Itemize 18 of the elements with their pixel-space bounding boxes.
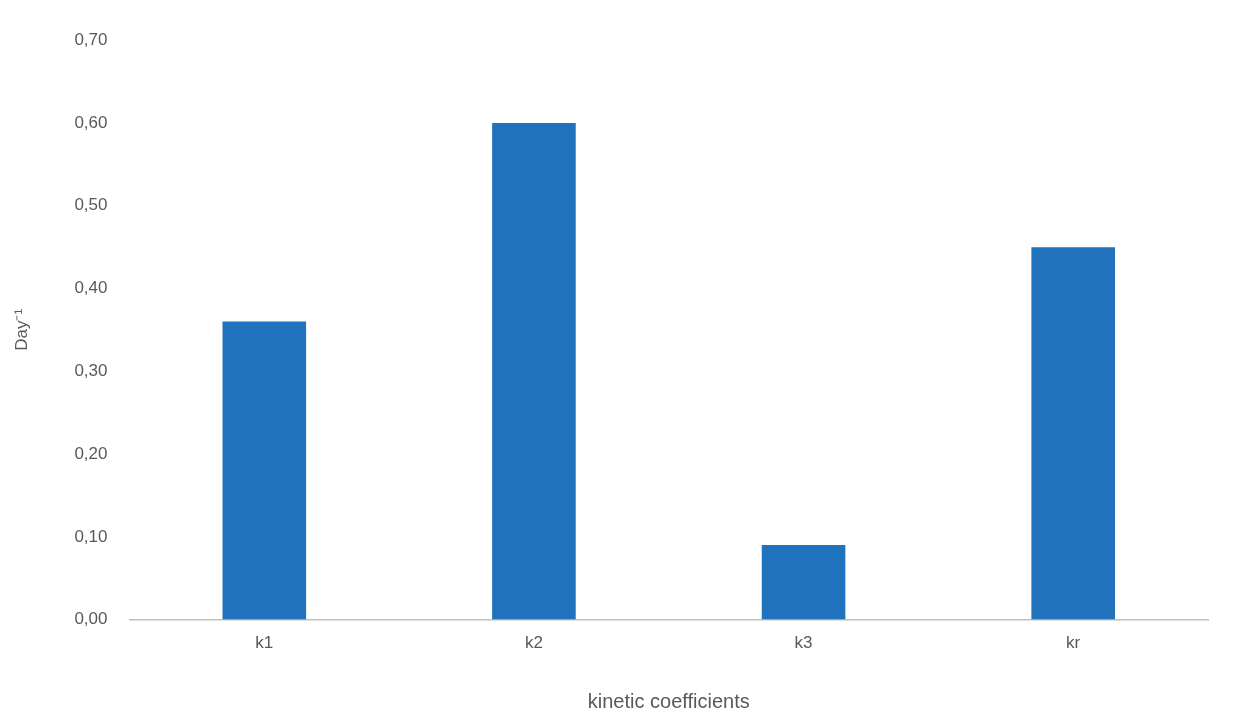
y-tick-label: 0,30 — [74, 360, 108, 380]
bar — [222, 321, 307, 620]
x-tick-label: k2 — [524, 633, 543, 653]
y-tick-label: 0,20 — [74, 443, 108, 463]
bar — [1031, 247, 1115, 620]
x-tick-label: k3 — [794, 633, 813, 653]
y-tick-label: 0,40 — [74, 278, 108, 298]
y-tick-label: 0,50 — [74, 195, 108, 215]
y-tick-label: 0,10 — [74, 526, 108, 546]
x-tick-label: kr — [1066, 633, 1081, 653]
x-tick-label: k1 — [255, 633, 274, 653]
y-tick-label: 0,70 — [74, 29, 108, 49]
bar — [492, 122, 576, 620]
bar — [761, 545, 846, 620]
y-axis-title: Day⁻¹ — [11, 308, 31, 351]
y-tick-label: 0,60 — [74, 112, 108, 132]
y-tick-label: 0,00 — [74, 609, 108, 629]
x-axis-title: kinetic coefficients — [587, 689, 750, 712]
